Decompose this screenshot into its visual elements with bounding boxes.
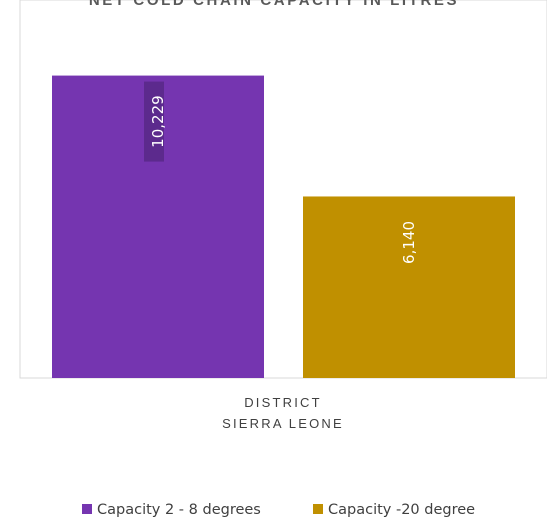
bar-label-capacity-2-8: 10,229	[149, 95, 167, 148]
category-label-district: DISTRICT	[244, 395, 322, 410]
bar-label-bg-capacity-2-8	[144, 81, 164, 162]
bar-label-capacity-minus-20: 6,140	[400, 221, 418, 264]
category-label-sierra-leone: SIERRA LEONE	[222, 416, 344, 431]
legend-label-capacity-2-8: Capacity 2 - 8 degrees	[97, 502, 261, 518]
bar-capacity-minus-20	[303, 196, 515, 378]
plot-area-frame	[19, 0, 547, 379]
chart-title: NET COLD CHAIN CAPACITY IN LITRES	[89, 0, 459, 9]
legend-label-capacity-minus-20: Capacity -20 degree	[328, 502, 475, 518]
legend-swatch-capacity-2-8	[82, 504, 92, 514]
legend-swatch-capacity-minus-20	[313, 504, 323, 514]
